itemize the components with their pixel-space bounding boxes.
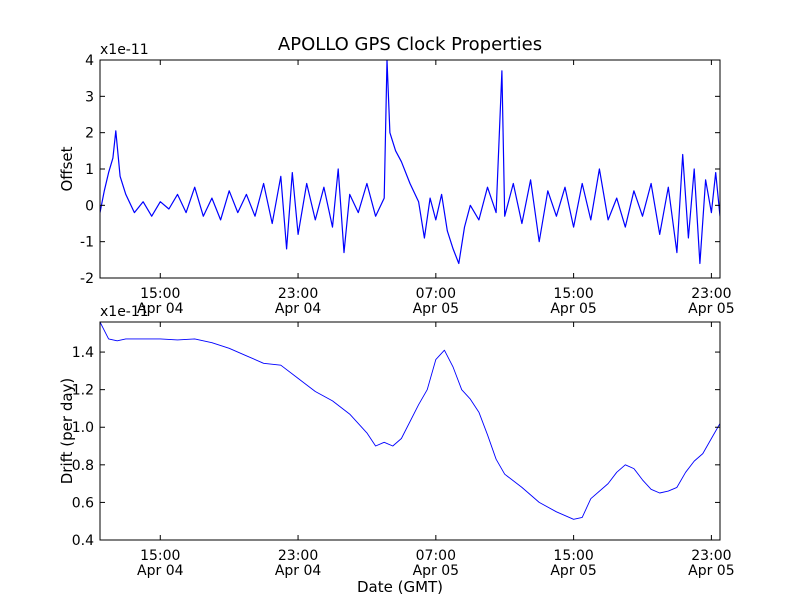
- y-tick-label: 1.0: [72, 420, 94, 436]
- series-line-0: [100, 322, 720, 520]
- y-axis-label: Offset: [58, 146, 76, 191]
- y-tick-label: 0.8: [72, 458, 94, 474]
- y-tick-label: 0: [85, 198, 94, 214]
- figure-title: APOLLO GPS Clock Properties: [278, 34, 542, 55]
- x-tick-label-date: Apr 05: [550, 563, 596, 579]
- series-line-0: [100, 60, 720, 265]
- x-tick-label-time: 15:00: [140, 286, 180, 302]
- y-exponent-label: x1e-11: [100, 42, 149, 58]
- axes-frame: [99, 321, 721, 541]
- x-tick-label-date: Apr 05: [550, 301, 596, 317]
- x-tick-label-date: Apr 05: [688, 301, 734, 317]
- x-tick-label-date: Apr 04: [275, 563, 322, 579]
- plot-area: [100, 60, 720, 278]
- y-tick-label: -1: [80, 235, 94, 251]
- y-tick-label: 2: [85, 126, 94, 142]
- x-tick-label-time: 23:00: [278, 286, 318, 302]
- plot-area: [100, 322, 720, 540]
- y-tick-label: 0.6: [72, 495, 94, 511]
- x-axis-label: Date (GMT): [357, 578, 443, 596]
- x-tick-label-date: Apr 05: [688, 563, 734, 579]
- y-exponent-label: x1e-11: [100, 304, 149, 320]
- x-tick-label-time: 15:00: [553, 548, 593, 564]
- x-tick-label-date: Apr 05: [413, 301, 459, 317]
- x-tick-label-date: Apr 05: [413, 563, 459, 579]
- y-tick-label: 1: [85, 162, 94, 178]
- x-tick-label-time: 23:00: [691, 286, 731, 302]
- x-tick-label-time: 07:00: [416, 548, 456, 564]
- x-tick-label-date: Apr 04: [275, 301, 322, 317]
- y-tick-label: 1.4: [72, 345, 94, 361]
- x-tick-label-time: 15:00: [140, 548, 180, 564]
- y-tick-label: 0.4: [72, 533, 94, 549]
- y-tick-label: 1.2: [72, 383, 94, 399]
- y-tick-label: 3: [85, 89, 94, 105]
- x-tick-label-date: Apr 04: [137, 563, 184, 579]
- x-tick-label-time: 23:00: [691, 548, 731, 564]
- x-tick-label-time: 23:00: [278, 548, 318, 564]
- y-tick-label: -2: [80, 271, 94, 287]
- x-tick-label-date: Apr 04: [137, 301, 184, 317]
- x-tick-label-time: 15:00: [553, 286, 593, 302]
- y-tick-label: 4: [85, 53, 94, 69]
- x-tick-label-time: 07:00: [416, 286, 456, 302]
- y-axis-label: Drift (per day): [58, 378, 76, 485]
